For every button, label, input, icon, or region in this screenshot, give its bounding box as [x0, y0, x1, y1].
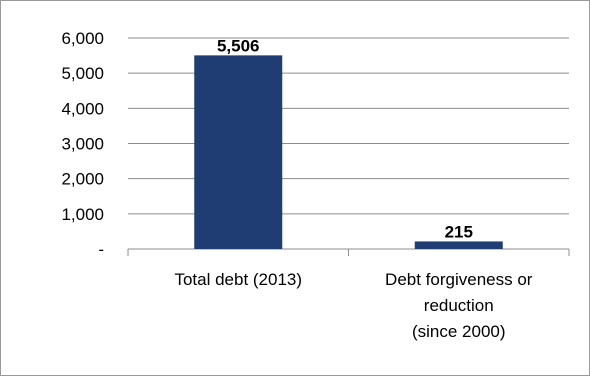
- x-tick-label: Total debt (2013): [174, 270, 302, 289]
- y-tick-label: 4,000: [61, 99, 104, 118]
- y-tick-label: 6,000: [61, 29, 104, 48]
- y-tick-label: -: [98, 240, 104, 259]
- y-tick-label: 2,000: [61, 170, 104, 189]
- x-tick-label: reduction: [424, 296, 494, 315]
- x-tick-label: Debt forgiveness or: [385, 270, 533, 289]
- data-label: 5,506: [217, 36, 260, 55]
- bar: [194, 55, 283, 250]
- y-tick-label: 3,000: [61, 135, 104, 154]
- data-label: 215: [445, 222, 473, 241]
- y-tick-label: 1,000: [61, 205, 104, 224]
- y-tick-label: 5,000: [61, 64, 104, 83]
- bar: [414, 241, 503, 249]
- x-tick-label: (since 2000): [412, 322, 506, 341]
